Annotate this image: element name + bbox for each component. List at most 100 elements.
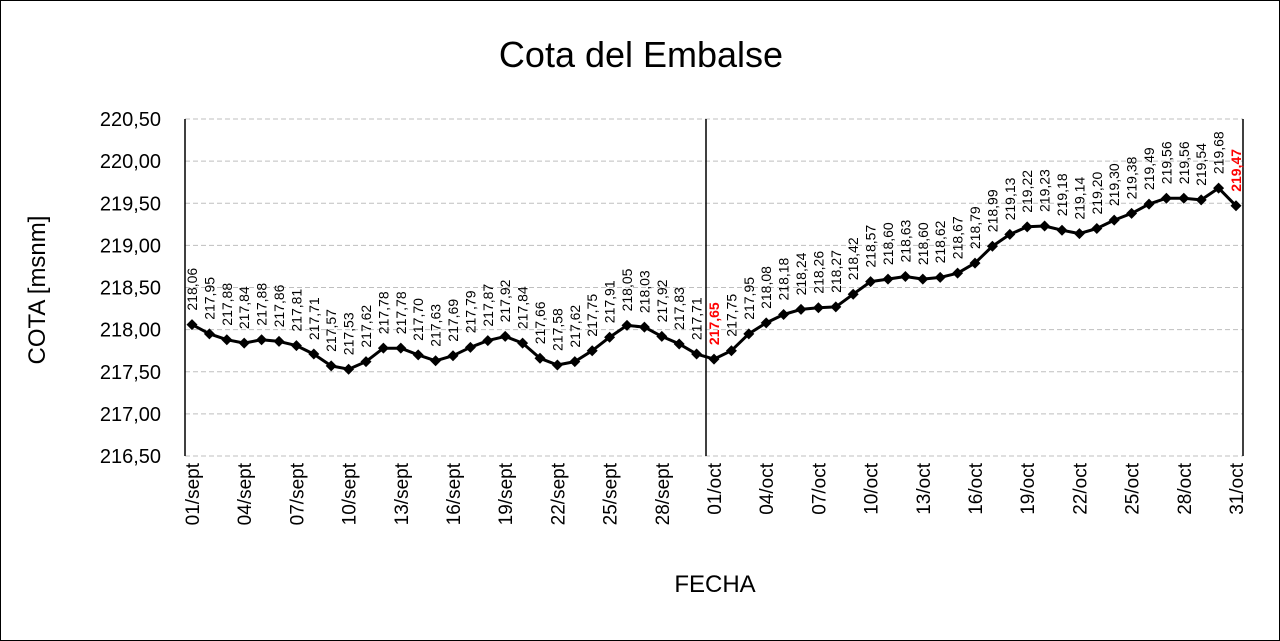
data-label: 217,70 — [410, 298, 426, 341]
data-label: 217,63 — [428, 304, 444, 347]
data-label: 219,54 — [1193, 143, 1209, 186]
x-tick-label: 07/sept — [287, 462, 308, 525]
data-label: 217,75 — [584, 294, 600, 337]
x-tick-label: 13/sept — [392, 462, 413, 525]
x-tick-label: 19/sept — [496, 462, 517, 525]
data-point — [882, 273, 894, 285]
data-label: 218,08 — [758, 266, 774, 309]
data-label: 217,87 — [480, 284, 496, 327]
data-label: 217,58 — [549, 308, 565, 351]
data-point — [238, 337, 250, 349]
x-tick-label: 28/oct — [1175, 462, 1196, 514]
data-point — [934, 271, 946, 283]
data-point — [395, 342, 407, 354]
data-point — [1039, 220, 1051, 232]
y-tick-label: 219,00 — [100, 235, 161, 257]
vertical-reference-lines — [184, 119, 1244, 456]
data-point — [569, 356, 581, 368]
x-tick-label: 28/sept — [653, 462, 674, 525]
data-point — [290, 340, 302, 352]
data-label: 218,42 — [845, 237, 861, 280]
data-label: 217,71 — [306, 297, 322, 340]
x-tick-label: 31/oct — [1227, 462, 1248, 514]
data-point — [586, 345, 598, 357]
y-tick-label: 216,50 — [100, 446, 161, 468]
data-point — [986, 240, 998, 252]
data-label: 218,26 — [810, 251, 826, 294]
x-tick-label: 04/sept — [235, 462, 256, 525]
data-label: 217,69 — [445, 299, 461, 342]
data-label: 218,99 — [984, 189, 1000, 232]
data-point — [812, 302, 824, 314]
data-point — [464, 341, 476, 353]
data-label: 217,65 — [706, 302, 722, 345]
data-point — [656, 330, 668, 342]
data-label: 218,18 — [776, 257, 792, 300]
data-point — [360, 356, 372, 368]
data-point — [621, 319, 633, 331]
data-label: 217,83 — [671, 287, 687, 330]
data-label: 219,23 — [1037, 169, 1053, 212]
x-tick-label: 10/oct — [862, 462, 883, 514]
data-point — [1004, 228, 1016, 240]
data-point — [377, 342, 389, 354]
data-point — [482, 335, 494, 347]
data-label: 217,79 — [462, 290, 478, 333]
data-label: 217,88 — [254, 283, 270, 326]
data-label: 217,75 — [723, 294, 739, 337]
data-label: 217,57 — [323, 309, 339, 352]
data-point — [412, 349, 424, 361]
data-label: 217,62 — [358, 305, 374, 348]
data-point — [1178, 192, 1190, 204]
data-point — [760, 317, 772, 329]
x-tick-label: 01/sept — [183, 462, 204, 525]
x-tick-label: 22/sept — [548, 462, 569, 525]
data-label: 217,78 — [375, 291, 391, 334]
data-point — [203, 328, 215, 340]
data-labels: 218,06 217,95 217,88 217,84 217,88 217,86 217,… — [184, 131, 1244, 355]
data-label: 219,49 — [1141, 147, 1157, 190]
x-tick-label: 25/oct — [1123, 462, 1144, 514]
y-axis-title: COTA [msnm] — [24, 216, 51, 365]
data-label: 217,84 — [515, 286, 531, 329]
data-point — [1230, 200, 1242, 212]
x-tick-label: 19/oct — [1018, 462, 1039, 514]
chart-title: Cota del Embalse — [499, 34, 783, 75]
data-point — [795, 303, 807, 315]
data-label: 219,68 — [1211, 131, 1227, 174]
y-tick-label: 217,00 — [100, 404, 161, 426]
data-label: 218,79 — [967, 206, 983, 249]
data-label: 218,03 — [636, 270, 652, 313]
data-point — [917, 273, 929, 285]
data-point — [221, 334, 233, 346]
data-label: 217,84 — [236, 286, 252, 329]
data-point — [691, 348, 703, 360]
data-label: 218,60 — [880, 222, 896, 265]
data-label: 217,95 — [741, 277, 757, 320]
data-point — [604, 331, 616, 343]
data-label: 218,57 — [863, 225, 879, 268]
x-tick-label: 01/oct — [705, 462, 726, 514]
data-label: 219,56 — [1176, 141, 1192, 184]
gridlines — [185, 118, 1243, 457]
x-axis-ticks: 01/sept 04/sept 07/sept 10/sept 13/sept 16/se… — [183, 462, 1248, 525]
data-point — [830, 301, 842, 313]
data-point — [673, 338, 685, 350]
data-point — [952, 267, 964, 279]
data-label: 217,92 — [497, 279, 513, 322]
data-label: 219,20 — [1089, 171, 1105, 214]
data-point — [847, 288, 859, 300]
data-point — [447, 350, 459, 362]
data-label: 219,47 — [1228, 149, 1244, 192]
data-point — [743, 328, 755, 340]
data-point — [325, 360, 337, 372]
data-point — [1126, 207, 1138, 219]
data-point — [1195, 194, 1207, 206]
y-tick-label: 220,50 — [100, 109, 161, 131]
data-label: 218,27 — [828, 250, 844, 293]
data-point — [1056, 224, 1068, 236]
data-label: 219,14 — [1071, 177, 1087, 220]
data-point — [1160, 192, 1172, 204]
data-label: 217,71 — [689, 297, 705, 340]
